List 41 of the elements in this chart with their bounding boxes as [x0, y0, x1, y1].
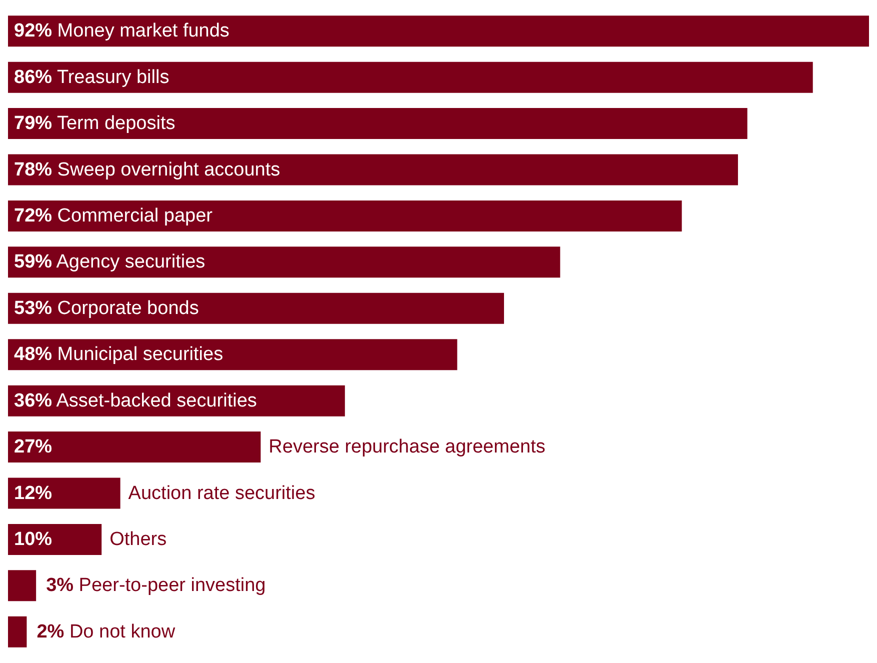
y-tick-label: Money market funds [52, 20, 230, 42]
y-tick-label: Auction rate securities [128, 482, 316, 504]
data-label: 72% [14, 205, 52, 226]
bar [8, 432, 261, 463]
bar [8, 524, 102, 555]
data-label: 3% [46, 575, 74, 596]
bar [8, 339, 458, 370]
y-tick-label: Asset-backed securities [52, 390, 257, 412]
bar [8, 154, 738, 186]
data-label: 59% [14, 252, 52, 273]
y-tick-label: Sweep overnight accounts [52, 159, 280, 180]
y-tick-label: Municipal securities [52, 344, 224, 366]
y-tick-label: Agency securities [52, 252, 206, 273]
data-label: 12% [14, 482, 52, 504]
bar [8, 292, 504, 324]
bar [8, 570, 36, 602]
bar [8, 616, 27, 648]
bar [8, 246, 560, 278]
y-tick-label: Reverse repurchase agreements [268, 436, 546, 458]
data-label: 53% [14, 298, 52, 319]
data-label: 48% [14, 344, 52, 366]
data-label: 2% [36, 621, 64, 642]
y-tick-label: Do not know [64, 621, 176, 642]
bar [8, 200, 682, 232]
y-tick-label: Peer-to-peer investing [74, 575, 266, 596]
data-label: 78% [14, 159, 52, 180]
y-tick-label: Others [110, 528, 167, 550]
bar [8, 16, 869, 47]
y-tick-label: Corporate bonds [52, 298, 199, 319]
bar [8, 62, 813, 93]
data-label: 92% [14, 20, 52, 42]
bar [8, 478, 120, 509]
data-label: 86% [14, 66, 52, 88]
data-label: 10% [14, 528, 52, 550]
y-tick-label: Commercial paper [52, 205, 214, 226]
bar [8, 108, 748, 140]
data-label: 36% [14, 390, 52, 412]
data-label: 79% [14, 113, 52, 134]
y-tick-label: Treasury bills [52, 66, 170, 88]
data-label: 27% [14, 436, 52, 458]
y-tick-label: Term deposits [52, 113, 176, 134]
